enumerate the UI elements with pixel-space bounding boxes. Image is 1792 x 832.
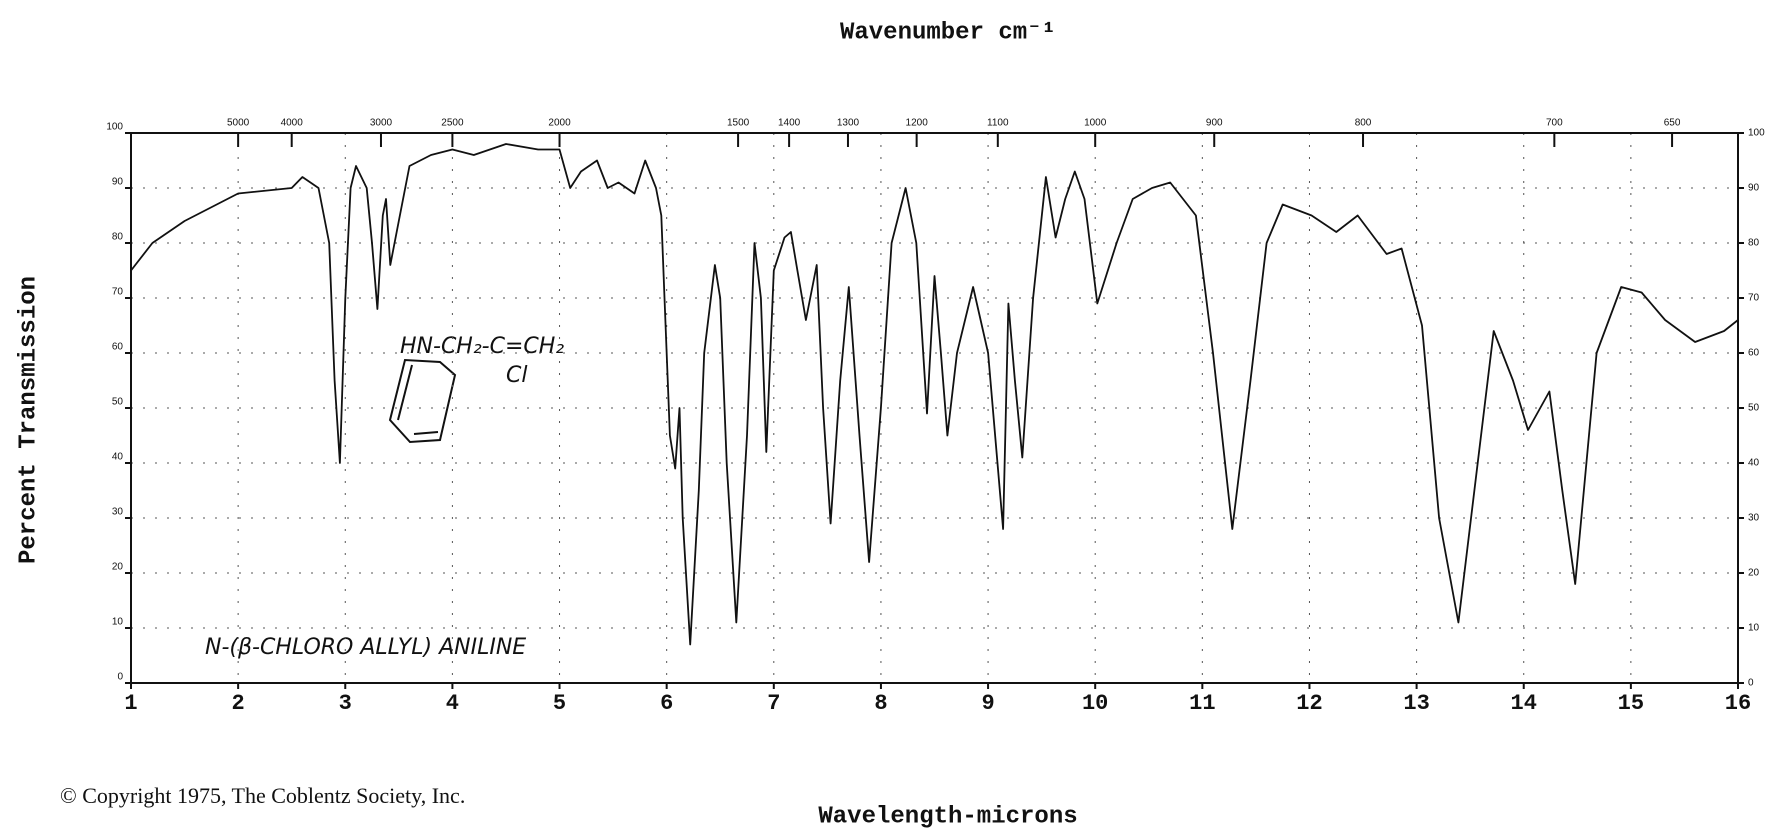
y-tick-label: 50 — [1748, 403, 1760, 414]
y-tick-label: 70 — [1748, 293, 1760, 304]
y-tick-label: 40 — [112, 452, 124, 463]
x-tick-label: 5 — [553, 691, 566, 716]
x-tick-label: 9 — [981, 691, 994, 716]
ring-bond — [413, 431, 439, 435]
y-tick-label: 40 — [1748, 458, 1760, 469]
y-tick-label: 80 — [112, 232, 124, 243]
y-tick-label: 100 — [106, 122, 123, 133]
x2-tick-label: 2500 — [441, 118, 464, 129]
y-tick-label: 90 — [112, 177, 124, 188]
x2-tick-label: 1100 — [987, 118, 1009, 129]
y-tick-label: 10 — [112, 617, 124, 628]
formula-substituent: Cl — [506, 363, 527, 388]
x-tick-label: 11 — [1189, 691, 1215, 716]
x-tick-label: 2 — [232, 691, 245, 716]
x-tick-label: 6 — [660, 691, 673, 716]
y-tick-label: 0 — [117, 672, 123, 683]
x2-tick-label: 800 — [1355, 118, 1372, 129]
x2-tick-label: 3000 — [370, 118, 393, 129]
spectrum-line — [130, 143, 1739, 646]
y-tick-label: 30 — [1748, 513, 1760, 524]
x2-tick-label: 650 — [1664, 118, 1681, 129]
x2-tick-label: 5000 — [227, 118, 250, 129]
x2-tick-label: 1300 — [837, 118, 860, 129]
y-axis-title: Percent Transmission — [15, 276, 42, 564]
x2-tick-label: 1400 — [778, 118, 801, 129]
x-tick-label: 3 — [339, 691, 352, 716]
plot-frame — [130, 132, 1739, 684]
formula: HN-CH₂-C=CH₂ — [400, 334, 564, 359]
x2-tick-label: 4000 — [281, 118, 304, 129]
ring-bond — [397, 364, 413, 421]
y-tick-label: 80 — [1748, 238, 1760, 249]
x-axis-title: Wavelength-microns — [818, 803, 1077, 830]
x-tick-label: 10 — [1082, 691, 1108, 716]
x2-tick-label: 1000 — [1084, 118, 1107, 129]
y-tick-label: 60 — [112, 342, 124, 353]
y-tick-label: 50 — [112, 397, 124, 408]
y-tick-label: 20 — [112, 562, 124, 573]
x2-tick-label: 1200 — [906, 118, 929, 129]
x-tick-label: 4 — [446, 691, 459, 716]
y-tick-label: 20 — [1748, 568, 1760, 579]
x2-tick-label: 900 — [1206, 118, 1223, 129]
y-tick-label: 10 — [1748, 623, 1760, 634]
top-axis-title: Wavenumber cm⁻¹ — [840, 19, 1056, 46]
x-tick-label: 16 — [1725, 691, 1751, 716]
y-tick-label: 60 — [1748, 348, 1760, 359]
y-tick-label: 0 — [1748, 678, 1754, 689]
benzene-ring — [388, 358, 457, 444]
x2-tick-label: 2000 — [548, 118, 571, 129]
x-tick-label: 1 — [124, 691, 137, 716]
y-tick-label: 90 — [1748, 183, 1760, 194]
x2-tick-label: 700 — [1546, 118, 1563, 129]
x-tick-label: 8 — [874, 691, 887, 716]
x2-tick-label: 1500 — [727, 118, 750, 129]
y-tick-label: 100 — [1748, 128, 1765, 139]
copyright: © Copyright 1975, The Coblentz Society, … — [60, 783, 465, 808]
y-tick-label: 70 — [112, 287, 124, 298]
x-tick-label: 7 — [767, 691, 780, 716]
x-tick-label: 13 — [1403, 691, 1429, 716]
y-tick-label: 30 — [112, 507, 124, 518]
x-tick-label: 14 — [1511, 691, 1537, 716]
x-tick-label: 15 — [1618, 691, 1644, 716]
compound-name: N-(β-CHLORO ALLYL) ANILINE — [205, 635, 526, 660]
x-tick-label: 12 — [1296, 691, 1322, 716]
